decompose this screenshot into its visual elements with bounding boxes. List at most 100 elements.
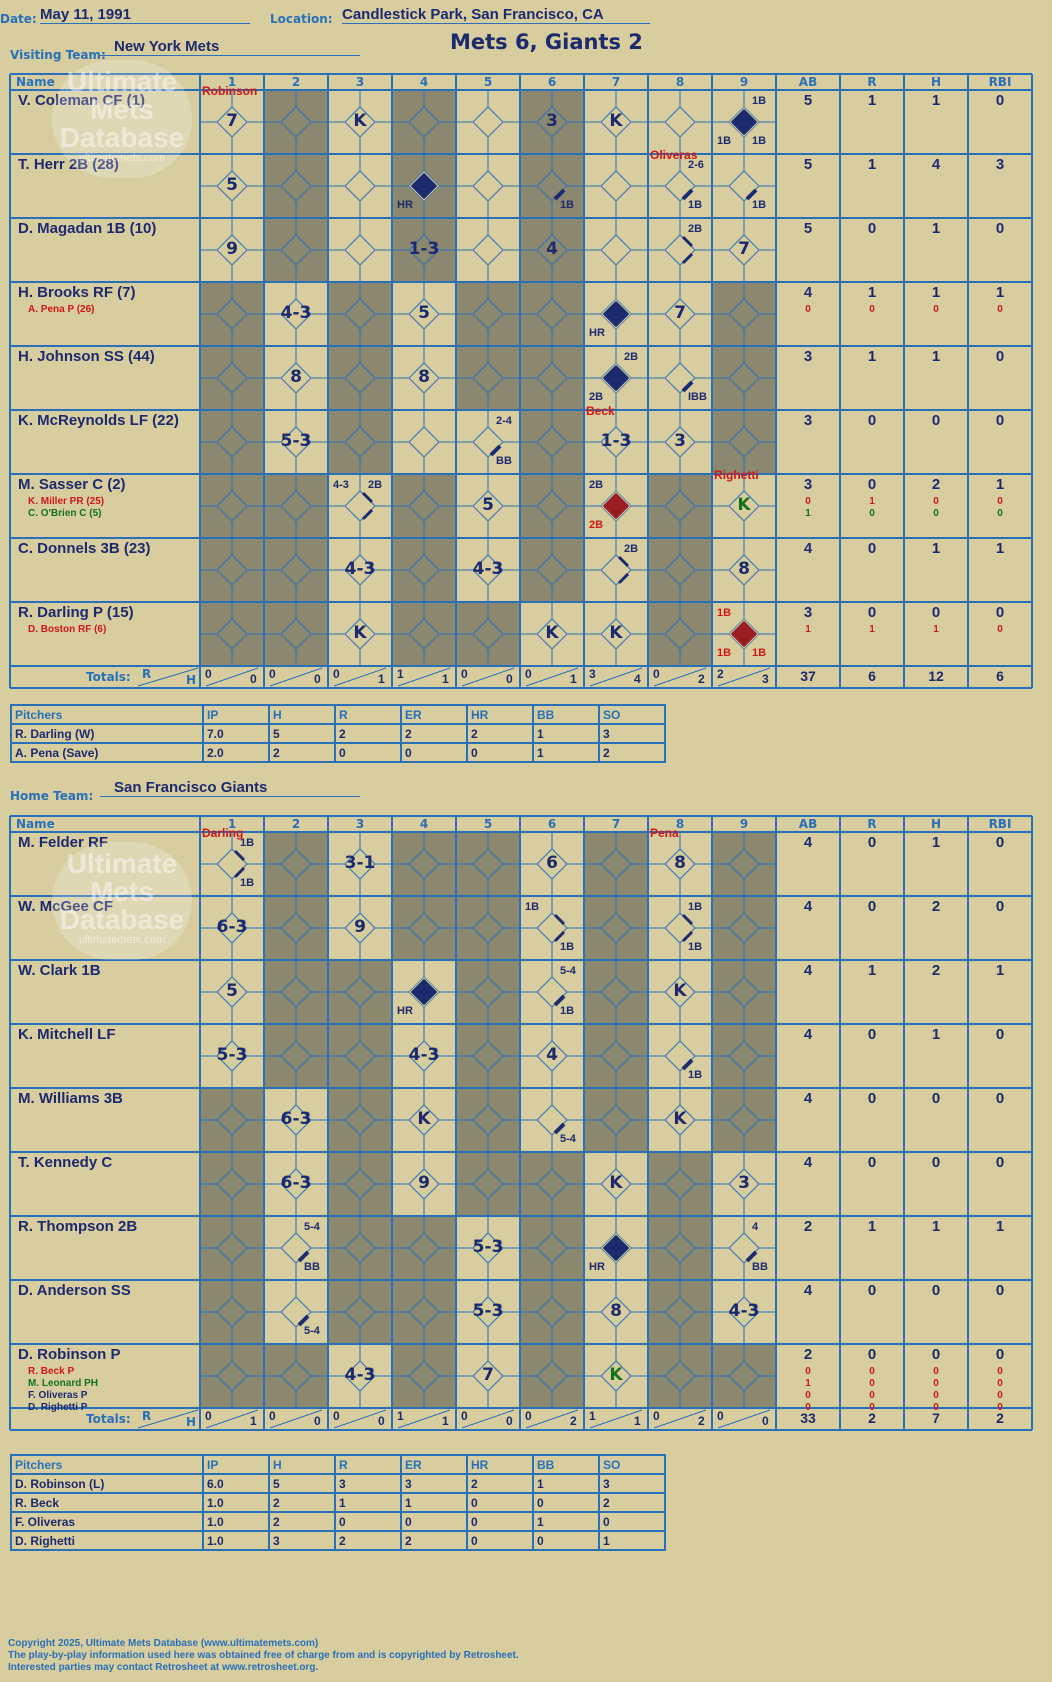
pitcher-stat: 2 <box>400 1530 468 1551</box>
base-diamond <box>472 170 504 202</box>
inactive-inning-cell <box>584 832 648 896</box>
basepath-mark <box>681 235 694 248</box>
inactive-inning-cell <box>328 960 392 1024</box>
inning-hits-total: 0 <box>314 1414 321 1428</box>
player-stat-r: 0 <box>867 1154 877 1171</box>
play-notation: 1-3 <box>408 239 440 259</box>
hit-to-first-mark <box>745 188 758 201</box>
base-diamond <box>536 912 568 944</box>
substitute-name: M. Leonard PH <box>28 1378 99 1389</box>
pitchers-table: Pitchers IP H R ER HR BB SO R. Darling (W) 7.0 5 2 2… <box>10 704 666 763</box>
advance-note: 1B <box>717 647 732 659</box>
pitchers-header-h: H <box>268 1454 336 1475</box>
player-stat-h: 2 <box>931 962 941 979</box>
player-stat-ab: 3 <box>803 604 813 621</box>
hit-to-first-mark <box>681 188 694 201</box>
basepath-mark <box>617 572 630 585</box>
play-notation: 6-3 <box>280 1173 312 1193</box>
pitcher-stat: 2 <box>466 1473 534 1494</box>
base-diamond <box>472 426 504 458</box>
inning-runs-total: 0 <box>269 667 276 681</box>
play-notation: K <box>609 1365 623 1385</box>
pitcher-stat: 2 <box>268 742 336 763</box>
substitute-stat: 0 <box>933 1390 939 1401</box>
inning-runs-total: 0 <box>525 667 532 681</box>
run-scored-diamond <box>601 1233 631 1263</box>
inning-runs-total: 3 <box>589 667 596 681</box>
inactive-inning-cell <box>648 1216 712 1280</box>
advance-note: BB <box>496 455 512 467</box>
base-diamond <box>344 490 376 522</box>
advance-note: HR <box>589 1261 605 1273</box>
run-scored-diamond <box>601 299 631 329</box>
inactive-inning-cell <box>264 960 328 1024</box>
inactive-inning-cell <box>328 1280 392 1344</box>
player-name: D. Anderson SS <box>18 1282 131 1299</box>
col-header-rbi: RBI <box>988 817 1012 831</box>
logo-line2: Mets <box>90 94 154 125</box>
pitcher-name: A. Pena (Save) <box>10 742 204 763</box>
inactive-inning-cell <box>200 282 264 346</box>
inactive-inning-cell <box>520 1216 584 1280</box>
pitcher-stat: 3 <box>598 723 666 744</box>
substitute-stat: 0 <box>997 1402 1003 1413</box>
inactive-inning-cell <box>392 602 456 666</box>
inning-runs-total: 0 <box>333 1409 340 1423</box>
col-header-inning: 2 <box>291 817 301 831</box>
game-date: May 11, 1991 <box>40 6 250 24</box>
advance-note: 4-3 <box>333 479 349 491</box>
base-diamond <box>344 234 376 266</box>
pitchers-header-pitchers: Pitchers <box>10 704 204 725</box>
player-stat-r: 0 <box>867 834 877 851</box>
player-stat-h: 1 <box>931 1026 941 1043</box>
substitute-stat: 1 <box>805 508 811 519</box>
col-header-inning: 9 <box>739 75 749 89</box>
inactive-inning-cell <box>200 474 264 538</box>
pitchers-header-row: Pitchers IP H R ER HR BB SO <box>10 704 666 725</box>
player-stat-ab: 4 <box>803 284 813 301</box>
player-name: M. Sasser C (2) <box>18 476 126 493</box>
totals-h-key: H <box>186 673 197 687</box>
player-stat-rbi: 1 <box>995 540 1005 557</box>
col-header-inning: 1 <box>227 817 237 831</box>
base-diamond <box>280 1232 312 1264</box>
inning-hits-total: 4 <box>634 672 641 686</box>
player-stat-rbi: 0 <box>995 412 1005 429</box>
play-notation: 4 <box>546 1045 558 1065</box>
substitute-name: K. Miller PR (25) <box>28 496 105 507</box>
inactive-inning-cell <box>392 896 456 960</box>
substitute-stat: 0 <box>869 1390 875 1401</box>
pitcher-stat: 2 <box>268 1492 336 1513</box>
player-stat-r: 0 <box>867 1026 877 1043</box>
substitute-stat: 1 <box>933 624 939 635</box>
player-stat-r: 1 <box>867 92 877 109</box>
pitcher-stat: 0 <box>400 1511 468 1532</box>
pitcher-stat: 2 <box>268 1511 336 1532</box>
player-stat-rbi: 0 <box>995 1154 1005 1171</box>
advance-note: 1B <box>560 941 575 953</box>
pitchers-header-ip: IP <box>202 1454 270 1475</box>
inactive-inning-cell <box>520 1280 584 1344</box>
inning-runs-total: 0 <box>269 1409 276 1423</box>
substitute-stat: 0 <box>805 496 811 507</box>
inactive-inning-cell <box>328 410 392 474</box>
inactive-inning-cell <box>520 1152 584 1216</box>
advance-note: BB <box>304 1261 320 1273</box>
hit-to-first-mark <box>745 1250 758 1263</box>
inactive-inning-cell <box>264 832 328 896</box>
pitcher-change-label: Oliveras <box>650 148 698 162</box>
player-stat-ab: 5 <box>803 156 813 173</box>
inactive-inning-cell <box>456 1024 520 1088</box>
player-stat-h: 4 <box>931 156 941 173</box>
play-notation: 7 <box>738 239 750 259</box>
substitute-name: D. Righetti P <box>28 1402 88 1413</box>
inactive-inning-cell <box>520 346 584 410</box>
inactive-inning-cell <box>584 1088 648 1152</box>
inactive-inning-cell <box>200 410 264 474</box>
play-notation: 8 <box>738 559 750 579</box>
advance-note: 1B <box>688 1069 703 1081</box>
substitute-stat: 0 <box>933 508 939 519</box>
substitute-stat: 0 <box>869 1402 875 1413</box>
player-stat-ab: 3 <box>803 412 813 429</box>
base-diamond <box>728 106 760 138</box>
